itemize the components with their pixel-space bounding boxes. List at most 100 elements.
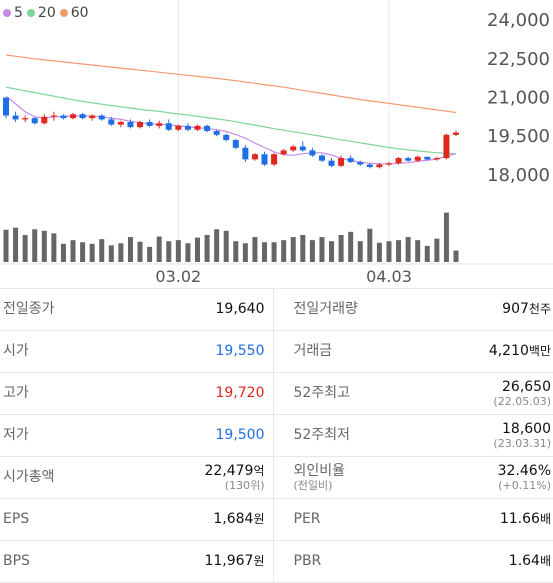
candle-body xyxy=(280,150,287,155)
stats-row: 고가 19,720 52주최고 26,650 (22.05.03) xyxy=(0,372,553,415)
volume-bar xyxy=(357,241,363,262)
candle-body xyxy=(156,123,163,126)
candle-body xyxy=(347,158,354,162)
volume-bar xyxy=(348,231,354,262)
stat-value-text: 19,640 xyxy=(215,301,265,317)
volume-bar xyxy=(118,243,124,262)
volume-bar xyxy=(281,240,287,262)
volume-bar xyxy=(3,229,9,262)
stat-unit: 배 xyxy=(539,512,551,526)
volume-bar xyxy=(386,241,392,262)
volume-bar xyxy=(300,234,306,262)
stat-label-text: 거래금 xyxy=(293,343,333,359)
candlesticks xyxy=(3,97,459,169)
stat-label-text: PER xyxy=(293,511,321,527)
candle-body xyxy=(232,140,239,148)
volume-bar xyxy=(99,239,105,262)
stat-value: 19,720 xyxy=(93,372,273,415)
stat-value: 11,967원 xyxy=(93,540,273,583)
volume-bar xyxy=(60,243,66,262)
candle-body xyxy=(453,132,459,135)
candle-body xyxy=(357,161,364,165)
stat-label: 전일거래량 xyxy=(272,288,413,331)
legend-item-ma60: 60 xyxy=(59,5,89,21)
stat-label-text: 고가 xyxy=(3,385,29,401)
stat-label-text: 전일거래량 xyxy=(293,301,358,317)
stock-stats-table: 전일종가 19,640 전일거래량 907천주 시가 19,550 거래금 4,210백만 고가… xyxy=(0,288,553,583)
stat-value: 19,550 xyxy=(93,330,273,373)
y-tick-label: 21,000 xyxy=(487,88,550,109)
volume-bar xyxy=(309,240,315,262)
stat-label: 52주최저 xyxy=(272,414,413,457)
candle-body xyxy=(70,114,77,119)
stat-value: 19,500 xyxy=(93,414,273,457)
volume-bar xyxy=(70,240,76,262)
stat-label: 52주최고 xyxy=(272,372,413,415)
volume-bar xyxy=(137,241,143,262)
candle-body xyxy=(271,154,278,165)
stat-label-text: 시가 xyxy=(3,343,29,359)
volume-bar xyxy=(367,228,373,262)
candle-body xyxy=(184,125,191,130)
stat-value: 11.66배 xyxy=(413,498,553,541)
chart-grid xyxy=(0,0,553,265)
candle-body xyxy=(22,118,29,120)
stat-value-text: 26,650 xyxy=(502,379,551,395)
candle-body xyxy=(242,147,249,160)
candle-body xyxy=(31,118,38,124)
stat-label-text: 외인비율 xyxy=(293,463,346,479)
legend-label-ma5: 5 xyxy=(14,5,23,21)
candle-body xyxy=(165,123,172,130)
stat-value-text: 19,720 xyxy=(215,385,265,401)
stat-unit: 배 xyxy=(539,554,551,568)
stat-value-text: 1,684 xyxy=(213,511,254,527)
stat-sub-value: (+0.11%) xyxy=(498,479,551,492)
stat-label: 저가 xyxy=(0,414,93,457)
candle-body xyxy=(3,97,9,116)
stat-value: 907천주 xyxy=(413,288,553,331)
candle-body xyxy=(50,115,57,117)
stats-row: EPS 1,684원 PER 11.66배 xyxy=(0,498,553,541)
legend-item-ma20: 20 xyxy=(26,5,56,21)
stat-label-text: 시가총액 xyxy=(3,469,55,485)
stat-value-text: 32.46% xyxy=(497,463,551,479)
y-tick-label: 24,000 xyxy=(487,10,550,31)
ma60-line xyxy=(5,54,457,114)
stat-label-text: EPS xyxy=(3,511,30,527)
candle-body xyxy=(223,134,230,141)
volume-bar xyxy=(13,227,19,262)
volume-bar xyxy=(223,230,229,262)
stat-value: 26,650 (22.05.03) xyxy=(413,372,553,415)
candle-body xyxy=(12,115,19,120)
stat-label: PER xyxy=(272,498,413,541)
volume-bar xyxy=(434,238,440,262)
volume-bars xyxy=(3,212,459,262)
stat-label-text: 52주최저 xyxy=(293,427,350,443)
volume-bar xyxy=(415,240,421,262)
candle-body xyxy=(405,158,412,161)
x-tick-label: 04.03 xyxy=(366,267,412,286)
stat-value: 18,600 (23.03.31) xyxy=(413,414,553,457)
volume-bar xyxy=(290,237,296,262)
x-tick-label: 03.02 xyxy=(155,267,201,286)
stat-label-text: 52주최고 xyxy=(293,385,350,401)
volume-bar xyxy=(262,242,268,262)
stat-unit: 억 xyxy=(253,464,265,478)
y-tick-label: 19,500 xyxy=(487,126,550,147)
candle-body xyxy=(108,119,115,125)
volume-bar xyxy=(424,245,430,262)
stat-value: 32.46% (+0.11%) xyxy=(413,456,553,499)
candle-body xyxy=(175,125,182,130)
volume-bar xyxy=(376,242,382,262)
stat-unit: 천주 xyxy=(528,302,551,316)
stat-value-text: 19,550 xyxy=(215,343,265,359)
volume-bar xyxy=(319,237,325,262)
legend-label-ma60: 60 xyxy=(70,5,89,21)
volume-bar xyxy=(329,241,335,262)
stat-value: 22,479억 (130위) xyxy=(93,456,273,499)
candle-body xyxy=(117,121,124,125)
stats-row: BPS 11,967원 PBR 1.64배 xyxy=(0,540,553,583)
candle-body xyxy=(60,115,67,119)
candle-body xyxy=(79,114,86,119)
stat-label: 전일종가 xyxy=(0,288,93,331)
